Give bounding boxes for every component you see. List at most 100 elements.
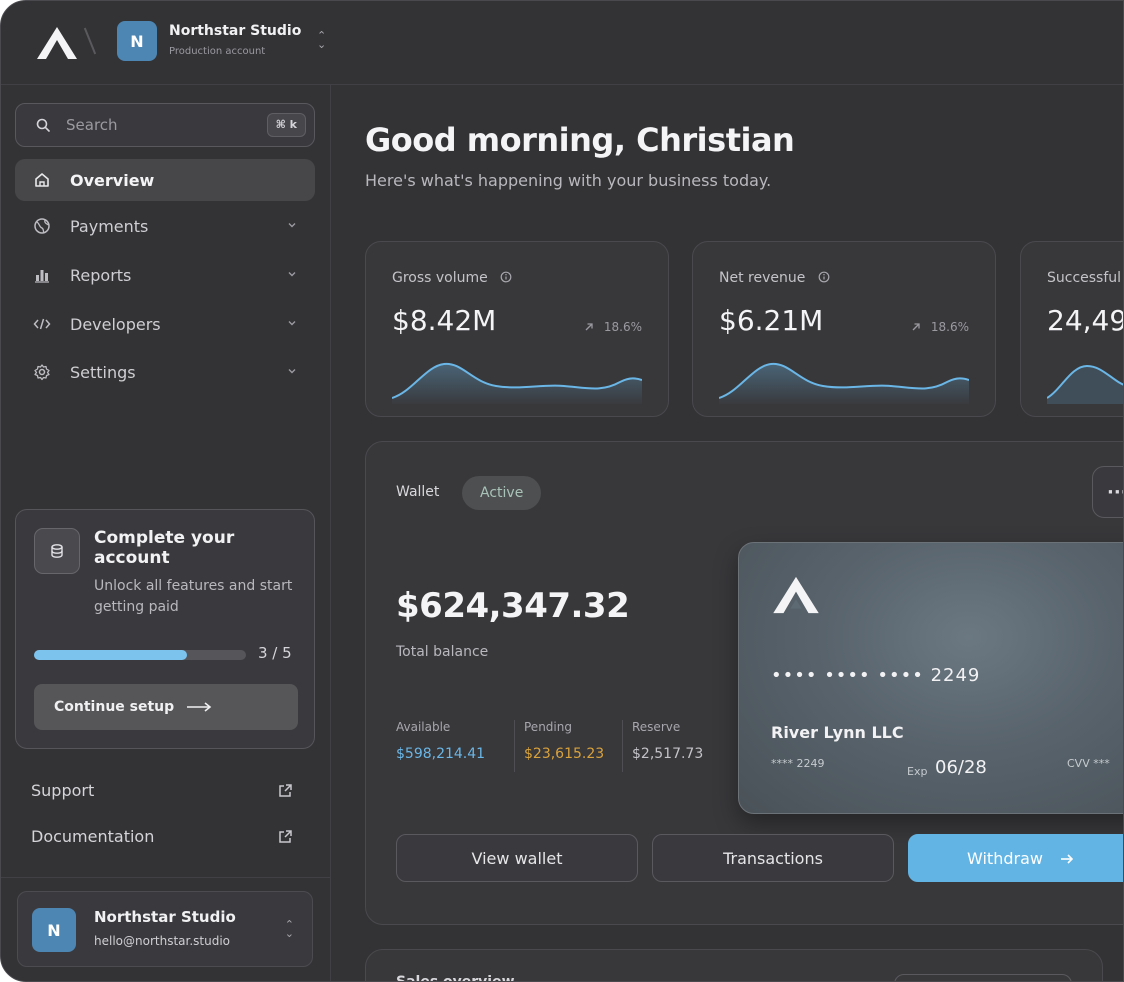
wallet-more-button[interactable]: ···: [1092, 466, 1123, 518]
sidebar-item-payments[interactable]: Payments: [15, 205, 315, 247]
balance-divider: [514, 720, 515, 772]
gear-icon: [34, 364, 50, 381]
top-bar: N Northstar Studio Production account ⌃ ⌄: [1, 1, 1123, 85]
documentation-link-label: Documentation: [31, 827, 155, 846]
user-switcher-chevrons-icon: ⌃ ⌄: [284, 918, 294, 940]
sidebar-item-label: Settings: [70, 362, 136, 382]
info-icon[interactable]: [818, 271, 830, 283]
card-expiry: 06/28: [935, 757, 987, 778]
pending-value: $23,615.23: [524, 746, 605, 762]
sidebar-item-label: Reports: [70, 265, 132, 285]
org-name[interactable]: Northstar Studio: [169, 23, 302, 39]
total-balance-value: $624,347.32: [396, 586, 630, 626]
reserve-label: Reserve: [632, 720, 681, 734]
brand-logo[interactable]: [35, 25, 79, 61]
support-link[interactable]: Support: [31, 777, 297, 805]
setup-title: Complete your account: [94, 528, 235, 568]
sales-overview-panel: Sales overview: [365, 949, 1103, 982]
org-switcher-chevrons-icon[interactable]: ⌃ ⌄: [317, 29, 327, 51]
withdraw-label: Withdraw: [967, 848, 1043, 868]
status-badge: Active: [462, 476, 542, 510]
user-avatar: N: [32, 908, 76, 952]
sidebar-item-developers[interactable]: Developers: [15, 303, 315, 345]
card-cvv: CVV ***: [1067, 757, 1110, 770]
continue-setup-label: Continue setup: [54, 699, 175, 715]
stat-trend-value: 18.6%: [930, 320, 969, 334]
arrow-right-icon: [187, 702, 212, 712]
user-name: Northstar Studio: [94, 908, 236, 926]
pending-balance: Pending $23,615.23: [524, 720, 604, 762]
trend-up-icon: [912, 323, 920, 331]
org-avatar[interactable]: N: [117, 21, 157, 61]
available-value: $598,214.41: [396, 746, 486, 762]
stat-trend: 18.6%: [584, 320, 642, 334]
sales-period-selector[interactable]: [894, 974, 1072, 981]
stat-label: Successful: [1047, 270, 1121, 286]
trend-up-icon: [585, 323, 593, 331]
setup-progress-count: 3 / 5: [258, 644, 292, 662]
user-account-switcher[interactable]: N Northstar Studio hello@northstar.studi…: [17, 891, 313, 967]
bar-chart-icon: [35, 270, 49, 283]
setup-progress-bar: [34, 650, 246, 660]
setup-description: Unlock all features and start getting pa…: [94, 578, 293, 615]
stat-trend-value: 18.6%: [603, 320, 642, 334]
payment-card[interactable]: •••• •••• •••• 2249 River Lynn LLC **** …: [738, 542, 1123, 814]
total-balance-label: Total balance: [396, 644, 489, 660]
available-balance: Available $598,214.41: [396, 720, 485, 762]
balance-divider: [622, 720, 623, 772]
stat-value: $8.42M: [392, 304, 497, 337]
card-last-four: **** 2249: [771, 757, 825, 770]
stat-card-net-revenue[interactable]: Net revenue $6.21M 18.6%: [692, 241, 996, 417]
page-title: Good morning, Christian: [365, 121, 795, 159]
sidebar-item-settings[interactable]: Settings: [15, 351, 315, 393]
sidebar-item-label: Overview: [70, 170, 155, 190]
external-link-icon: [279, 830, 292, 843]
stat-label-text: Net revenue: [719, 270, 806, 286]
chevron-down-icon: [288, 321, 296, 326]
continue-setup-button[interactable]: Continue setup: [34, 684, 298, 730]
info-icon[interactable]: [500, 271, 512, 283]
globe-icon: [34, 218, 50, 234]
search-box[interactable]: ⌘ k: [15, 103, 315, 147]
sidebar-item-reports[interactable]: Reports: [15, 254, 315, 296]
arrow-right-icon: [1061, 853, 1074, 864]
sidebar: ⌘ k Overview Payments: [1, 85, 331, 981]
stat-label-text: Gross volume: [392, 270, 488, 286]
stat-card-gross-volume[interactable]: Gross volume $8.42M 18.6%: [365, 241, 669, 417]
stat-value: 24,49: [1047, 304, 1124, 337]
external-link-icon: [279, 784, 292, 797]
sparkline-chart: [392, 362, 642, 404]
card-holder-name: River Lynn LLC: [771, 723, 904, 742]
home-icon: [35, 173, 49, 187]
available-label: Available: [396, 720, 451, 734]
card-number: •••• •••• •••• 2249: [771, 665, 981, 686]
code-icon: [33, 318, 51, 330]
sparkline-chart: [719, 362, 969, 404]
main-content: Good morning, Christian Here's what's ha…: [331, 85, 1124, 982]
stat-label: Net revenue: [719, 270, 830, 286]
transactions-button[interactable]: Transactions: [652, 834, 894, 882]
stat-card-successful[interactable]: Successful 24,49: [1020, 241, 1124, 417]
reserve-balance: Reserve $2,517.73: [632, 720, 703, 762]
reserve-value: $2,517.73: [632, 746, 704, 762]
pending-label: Pending: [524, 720, 572, 734]
sparkline-chart: [1047, 364, 1123, 404]
search-input[interactable]: [66, 104, 256, 146]
chevron-down-icon: [288, 272, 296, 277]
documentation-link[interactable]: Documentation: [31, 823, 297, 851]
stat-label: Gross volume: [392, 270, 512, 286]
view-wallet-button[interactable]: View wallet: [396, 834, 638, 882]
chevron-down-icon: [288, 223, 296, 228]
withdraw-button[interactable]: Withdraw: [908, 834, 1123, 882]
wallet-panel: Wallet Active ··· $624,347.32 Total bala…: [365, 441, 1123, 925]
sidebar-item-label: Payments: [70, 216, 149, 236]
sales-overview-title: Sales overview: [396, 974, 515, 982]
stat-trend: 18.6%: [911, 320, 969, 334]
sidebar-item-overview[interactable]: Overview: [15, 159, 315, 201]
setup-card: Complete your account Unlock all feature…: [15, 509, 315, 749]
page-subtitle: Here's what's happening with your busine…: [365, 171, 772, 190]
user-email: hello@northstar.studio: [94, 934, 231, 948]
wallet-title: Wallet: [396, 484, 440, 500]
stat-value: $6.21M: [719, 304, 824, 337]
